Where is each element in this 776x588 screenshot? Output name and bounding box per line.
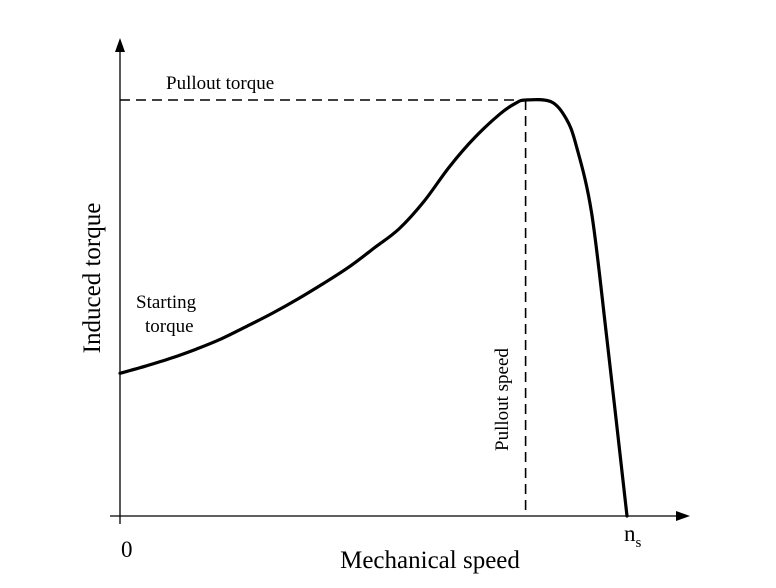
pullout-speed-label: Pullout speed bbox=[492, 348, 513, 451]
pullout-torque-label: Pullout torque bbox=[166, 73, 274, 94]
y-axis-title: Induced torque bbox=[79, 203, 106, 354]
x-axis-arrow bbox=[676, 511, 690, 521]
starting-torque-label-line2: torque bbox=[145, 316, 194, 337]
starting-torque-label-line1: Starting bbox=[136, 292, 197, 313]
x-tick-ns-base: n bbox=[624, 521, 636, 546]
torque-speed-curve bbox=[118, 97, 629, 518]
x-tick-origin: 0 bbox=[121, 537, 133, 562]
x-tick-ns-subscript: s bbox=[636, 535, 642, 551]
x-tick-ns: ns bbox=[624, 521, 642, 551]
y-axis-arrow bbox=[115, 38, 125, 52]
x-axis-title: Mechanical speed bbox=[340, 547, 520, 574]
